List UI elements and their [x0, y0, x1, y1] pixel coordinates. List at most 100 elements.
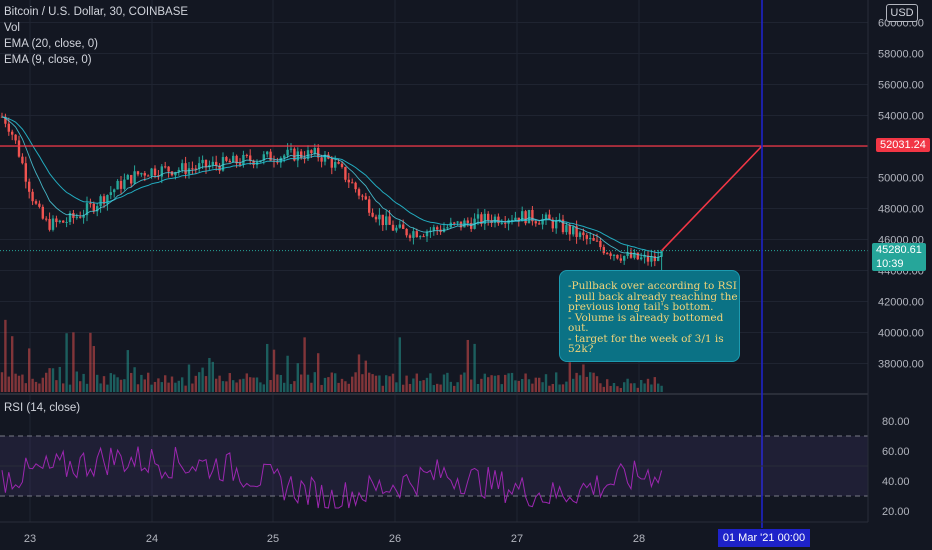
volume-legend[interactable]: Vol	[4, 22, 20, 34]
volume-bar	[643, 383, 646, 392]
volume-bar	[136, 384, 140, 392]
volume-bar	[211, 361, 214, 392]
candle-body	[391, 224, 395, 231]
volume-bar	[476, 383, 480, 392]
volume-bar	[449, 381, 452, 392]
candle-body	[364, 196, 367, 200]
volume-bar	[249, 377, 252, 392]
volume-bar	[371, 374, 374, 392]
note-line: -Pullback over according to RSI	[568, 280, 737, 292]
time-axis-label: 25	[267, 533, 279, 545]
rsi-scale-label: 60.00	[882, 446, 910, 458]
volume-bar	[21, 374, 24, 392]
price-scale-label: 40000.00	[878, 327, 924, 339]
candle-body	[99, 196, 102, 207]
volume-bar	[133, 367, 136, 392]
volume-bar	[245, 373, 248, 392]
volume-bar	[255, 377, 259, 392]
volume-bar	[510, 372, 514, 392]
volume-bar	[313, 372, 316, 392]
candle-body	[425, 231, 429, 237]
candle-body	[235, 155, 238, 164]
candle-body	[96, 206, 99, 212]
candle-body	[378, 214, 381, 220]
candle-body	[398, 224, 401, 228]
candle-body	[653, 256, 656, 262]
drawing-overlays[interactable]	[0, 0, 868, 528]
volume-bar	[157, 378, 160, 392]
volume-bar	[4, 319, 7, 392]
volume-bar	[388, 376, 391, 392]
volume-bar	[82, 373, 85, 392]
candle-body	[436, 227, 439, 230]
candle-body	[521, 211, 524, 222]
candle-body	[92, 203, 95, 212]
candle-body	[245, 154, 248, 156]
candle-body	[405, 228, 408, 236]
volume-bar	[143, 379, 146, 392]
time-axis-label: 28	[633, 533, 645, 545]
candle-body	[204, 159, 208, 168]
candle-body	[602, 247, 605, 254]
volume-bar	[272, 349, 276, 392]
ema20-legend[interactable]: EMA (20, close, 0)	[4, 38, 98, 50]
volume-bar	[483, 373, 486, 392]
ema9-legend[interactable]: EMA (9, close, 0)	[4, 54, 92, 66]
volume-bar	[58, 366, 61, 392]
volume-bar	[204, 376, 208, 392]
volume-bar	[79, 381, 82, 392]
volume-bar	[381, 385, 384, 392]
volume-bar	[582, 364, 585, 392]
volume-bar	[633, 383, 636, 392]
volume-bar	[28, 348, 31, 392]
volume-bar	[650, 384, 653, 392]
volume-bar	[626, 378, 629, 392]
candle-body	[320, 157, 323, 162]
candle-body	[575, 226, 578, 237]
volume-bar	[7, 376, 10, 392]
annotation-note[interactable]: -Pullback over according to RSI - pull b…	[559, 270, 740, 362]
candle-body	[232, 155, 235, 163]
volume-bar	[354, 372, 357, 392]
volume-bar	[357, 354, 361, 392]
volume-bar	[364, 360, 367, 392]
symbol-title[interactable]: Bitcoin / U.S. Dollar, 30, COINBASE	[4, 6, 189, 18]
volume-bar	[286, 355, 289, 392]
candle-body	[24, 163, 27, 182]
candle-body	[395, 227, 398, 231]
currency-badge[interactable]: USD	[886, 4, 918, 22]
rsi-legend[interactable]: RSI (14, close)	[4, 402, 81, 414]
rsi-pane	[0, 435, 868, 509]
volume-bar	[453, 385, 456, 392]
volume-bar	[500, 384, 503, 392]
volume-bar	[616, 386, 619, 392]
candle-body	[123, 179, 126, 189]
volume-bar	[497, 375, 500, 392]
candle-body	[21, 156, 24, 164]
rsi-scale-label: 80.00	[882, 416, 910, 428]
candlestick-series	[0, 112, 663, 273]
time-axis-label: 26	[389, 533, 401, 545]
volume-bar	[439, 384, 442, 392]
candle-body	[612, 254, 616, 256]
candle-body	[279, 157, 282, 163]
candle-body	[429, 230, 432, 232]
candle-body	[640, 257, 643, 260]
volume-bar	[405, 375, 408, 392]
candle-body	[249, 155, 252, 161]
candle-body	[276, 161, 279, 163]
volume-bar	[646, 378, 650, 392]
volume-bar	[68, 384, 72, 392]
volume-bar	[419, 380, 422, 392]
candle-body	[48, 218, 51, 230]
candle-body	[130, 175, 133, 184]
volume-bar	[408, 383, 412, 392]
price-scale-label: 42000.00	[878, 296, 924, 308]
volume-bar	[300, 374, 303, 392]
candle-body	[453, 222, 456, 224]
volume-bar	[317, 353, 320, 392]
volume-bar	[565, 381, 568, 392]
candle-body	[606, 253, 609, 255]
